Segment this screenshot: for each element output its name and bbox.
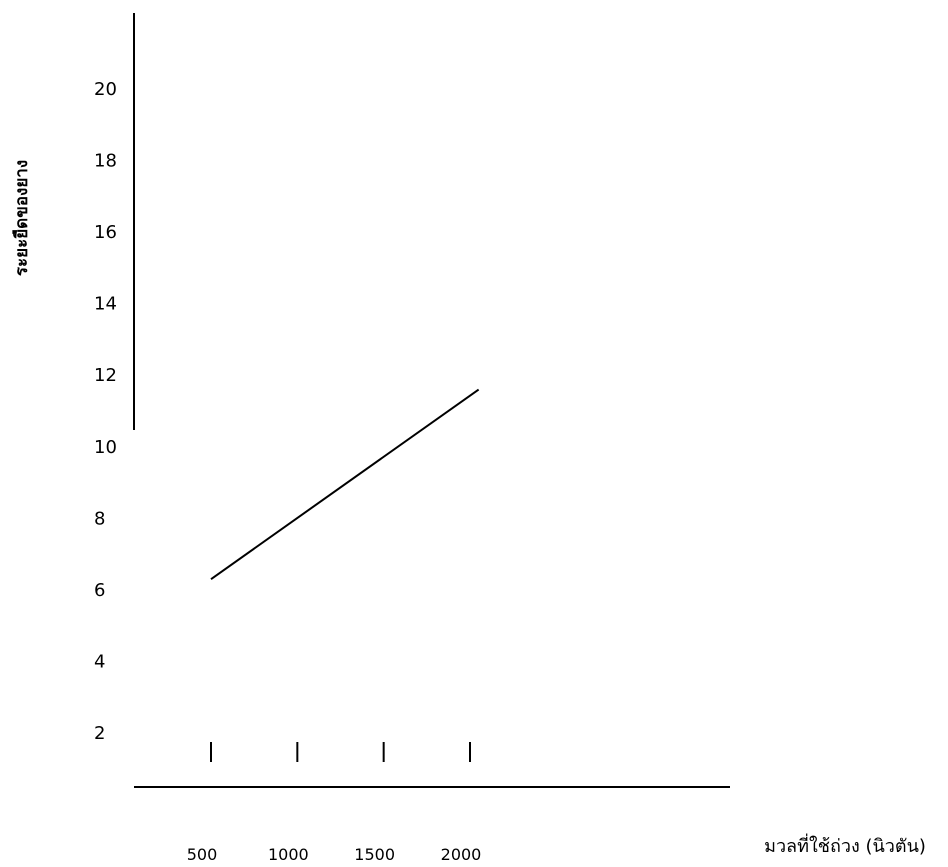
series-line [210, 388, 480, 580]
x-tick-marks [210, 742, 471, 762]
y-tick-label: 8 [94, 508, 105, 529]
y-tick-label: 2 [94, 723, 105, 744]
y-tick-labels: 2 4 6 8 10 12 14 16 18 20 [94, 79, 117, 744]
y-tick-label: 18 [94, 151, 117, 172]
y-tick-label: 10 [94, 437, 117, 458]
y-axis-label: ระยะยืดของยาง [11, 160, 32, 276]
y-tick-label: 4 [94, 651, 105, 672]
y-tick-label: 6 [94, 580, 105, 601]
x-tick-label: 1500 [354, 845, 395, 864]
y-tick-label: 16 [94, 222, 117, 243]
y-tick-label: 14 [94, 294, 117, 315]
x-tick-label: 2000 [441, 845, 482, 864]
data-series [210, 388, 480, 580]
x-axis-label: มวลที่ใช้ถ่วง (นิวตัน) [764, 833, 926, 857]
x-tick-label: 500 [187, 845, 218, 864]
y-tick-label: 12 [94, 365, 117, 386]
y-tick-label: 20 [94, 79, 117, 100]
x-tick-label: 1000 [268, 845, 309, 864]
x-tick-labels: 500 1000 1500 2000 [187, 845, 482, 864]
